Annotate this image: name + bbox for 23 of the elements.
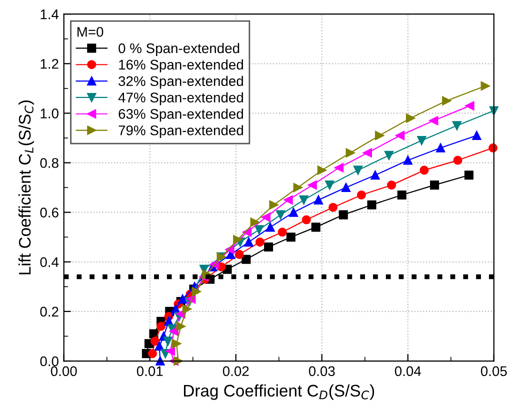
x-tick-label: 0.05 <box>480 366 507 376</box>
y-tick-label: 1.0 <box>40 108 58 118</box>
legend-label: 47% Span-extended <box>118 92 243 106</box>
y-axis-title: Lift Coefficient C$_{L}$(S/S$_{C}$) <box>18 100 34 274</box>
y-tick-label: 0.6 <box>40 208 58 218</box>
y-tick-label: 0.4 <box>40 257 59 268</box>
x-tick-label: 0.02 <box>222 366 249 376</box>
x-tick-label: 0.01 <box>136 366 163 376</box>
x-tick-label: 0.04 <box>394 366 421 376</box>
y-tick-label: 1.2 <box>40 58 58 69</box>
legend-title: M=0 <box>78 26 104 37</box>
legend-label: 16% Span-extended <box>119 59 243 72</box>
x-tick-label: 0.03 <box>308 366 335 376</box>
legend-label: 0 % Span-extended <box>118 42 240 56</box>
y-tick-label: 0.8 <box>40 158 58 168</box>
x-tick-label: 0.00 <box>50 366 77 376</box>
legend-label: 79% Span-extended <box>118 125 243 138</box>
y-tick-label: 0.0 <box>40 356 58 366</box>
y-tick-label: 1.4 <box>40 10 59 20</box>
legend-label: 32% Span-extended <box>118 76 243 89</box>
legend-label: 63% Span-extended <box>118 108 243 122</box>
x-axis-title: Drag Coefficient C$_{D}$(S/S$_{C}$) <box>184 384 374 400</box>
y-tick-label: 0.2 <box>40 306 58 317</box>
